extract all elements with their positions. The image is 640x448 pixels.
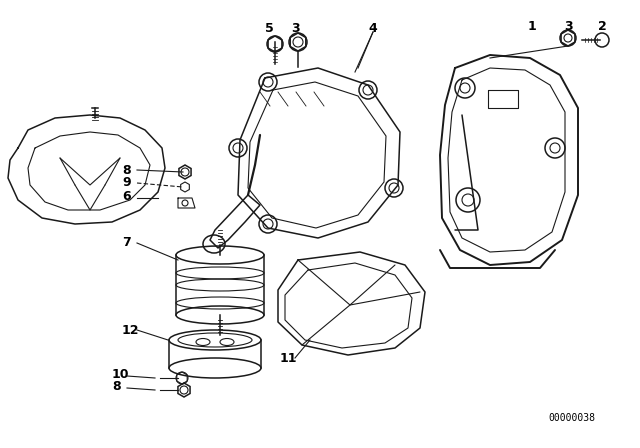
Text: 4: 4 — [368, 22, 377, 34]
Text: 10: 10 — [112, 367, 129, 380]
Text: 2: 2 — [598, 20, 607, 33]
Text: 5: 5 — [265, 22, 274, 34]
Text: 1: 1 — [528, 20, 537, 33]
Text: 12: 12 — [122, 323, 140, 336]
Text: 8: 8 — [122, 164, 131, 177]
Text: 8: 8 — [112, 379, 120, 392]
Text: 3: 3 — [564, 20, 573, 33]
Text: 11: 11 — [280, 352, 298, 365]
Text: 3: 3 — [291, 22, 300, 34]
Text: 9: 9 — [122, 176, 131, 189]
Text: 7: 7 — [122, 236, 131, 249]
Text: 00000038: 00000038 — [548, 413, 595, 423]
Text: 6: 6 — [122, 190, 131, 202]
